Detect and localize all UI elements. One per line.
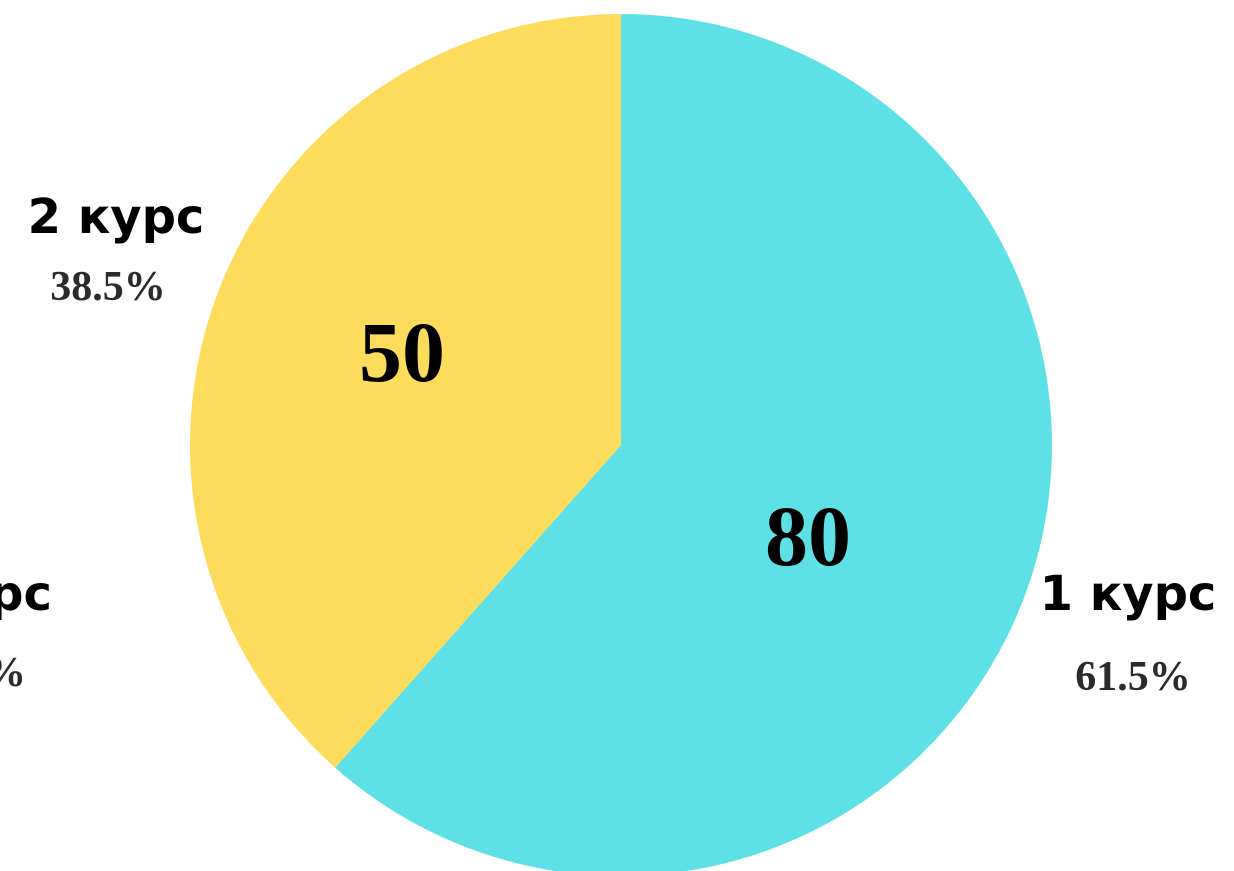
slice-value-label-2kurs: 50 (359, 304, 445, 400)
category-label-cropped: ypc (0, 566, 52, 622)
percent-label-cropped: % (0, 650, 26, 696)
category-label-1kurs: 1 курс (1040, 566, 1217, 622)
category-label-2kurs: 2 курс (28, 189, 205, 245)
pie-slice-2 (189, 14, 621, 768)
percent-label-2kurs: 38.5% (50, 264, 166, 310)
pie-slice-1 (335, 14, 1052, 871)
slice-value-label-1kurs: 80 (765, 488, 851, 584)
percent-label-1kurs: 61.5% (1075, 654, 1191, 700)
pie-slices (189, 14, 1052, 871)
